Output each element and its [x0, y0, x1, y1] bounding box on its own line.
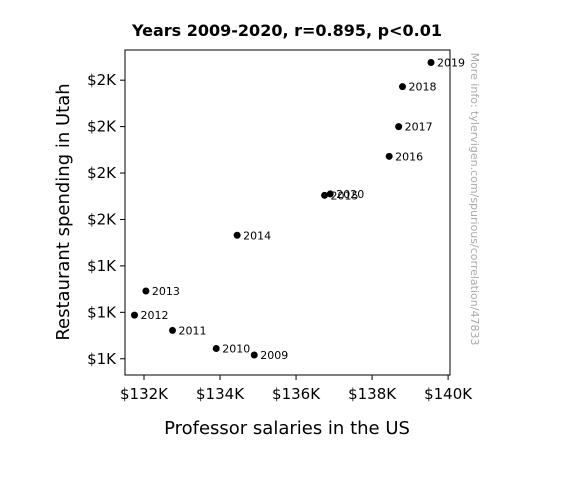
data-point-label: 2018 — [408, 81, 436, 94]
data-point-label: 2011 — [179, 324, 207, 337]
data-point-label: 2010 — [222, 343, 250, 356]
plot-area-frame — [124, 49, 451, 376]
data-point — [427, 59, 435, 67]
y-tick-label: $2K — [87, 210, 117, 228]
y-axis: $1K $1K $1K $2K $2K $2K $2K — [87, 71, 125, 368]
y-tick-label: $2K — [87, 164, 117, 182]
data-point — [385, 152, 393, 160]
chart-title: Years 2009-2020, r=0.895, p<0.01 — [131, 21, 442, 40]
x-tick-label: $134K — [196, 385, 245, 403]
data-point-label: 2009 — [260, 349, 288, 362]
y-tick-label: $2K — [87, 118, 117, 136]
data-point — [169, 326, 177, 334]
data-point-label: 2020 — [336, 188, 364, 201]
data-point — [212, 345, 220, 353]
x-tick-label: $138K — [348, 385, 397, 403]
data-point-label: 2014 — [243, 229, 271, 242]
y-tick-label: $1K — [87, 303, 117, 321]
x-axis-label: Professor salaries in the US — [164, 418, 410, 439]
data-point-label: 2015 — [331, 189, 359, 202]
y-tick-label: $1K — [87, 350, 117, 368]
watermark-text: More info: tylervigen.com/spurious/corre… — [468, 53, 481, 346]
data-points: 2009 2010 2011 2012 2013 2014 2015 2016 2017 2018… — [131, 57, 465, 362]
data-point-label: 2013 — [152, 285, 180, 298]
data-point-label: 2017 — [405, 121, 433, 134]
data-point — [398, 83, 406, 91]
x-tick-label: $140K — [424, 385, 473, 403]
x-tick-label: $136K — [272, 385, 321, 403]
data-point-label: 2016 — [395, 150, 423, 163]
data-point — [250, 351, 258, 359]
data-point — [233, 231, 241, 239]
x-tick-label: $132K — [120, 385, 169, 403]
data-point — [142, 287, 150, 295]
y-tick-label: $1K — [87, 257, 117, 275]
data-point — [131, 311, 139, 319]
y-tick-label: $2K — [87, 71, 117, 89]
data-point — [321, 191, 329, 199]
data-point-label: 2019 — [437, 57, 465, 70]
data-point-label: 2012 — [141, 309, 169, 322]
data-point — [326, 190, 334, 198]
data-point — [395, 123, 403, 131]
y-axis-label: Restaurant spending in Utah — [53, 83, 74, 340]
x-axis: $132K $134K $136K $138K $140K — [120, 375, 473, 403]
